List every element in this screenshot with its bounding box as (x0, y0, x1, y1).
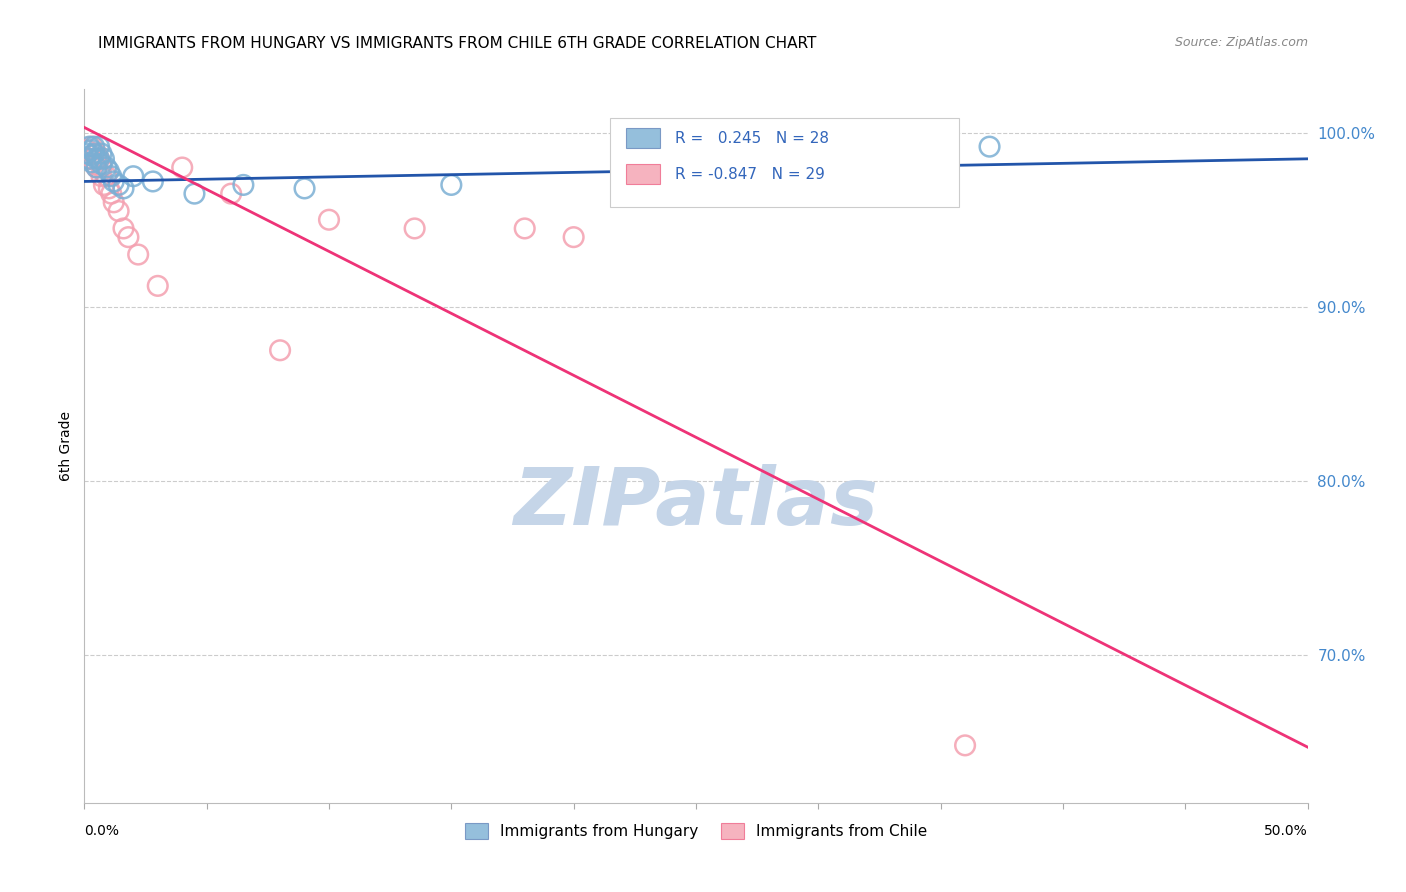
Point (107, 178, 129, 192)
Point (294, 181, 316, 195)
Point (562, 230, 585, 244)
FancyBboxPatch shape (626, 128, 661, 148)
Point (87, 152, 110, 166)
Text: 0.0%: 0.0% (84, 823, 120, 838)
Point (979, 139, 1001, 153)
Point (103, 195, 125, 210)
Point (103, 174, 125, 188)
Point (404, 221, 426, 235)
Y-axis label: 6th Grade: 6th Grade (59, 411, 73, 481)
Point (97, 164, 120, 178)
Point (76, 143, 98, 157)
Point (440, 178, 463, 192)
Point (90, 169, 112, 184)
Text: IMMIGRANTS FROM HUNGARY VS IMMIGRANTS FROM CHILE 6TH GRADE CORRELATION CHART: IMMIGRANTS FROM HUNGARY VS IMMIGRANTS FR… (98, 36, 817, 51)
Point (93, 178, 115, 192)
Point (513, 221, 536, 235)
Point (87, 152, 110, 166)
Point (318, 212, 340, 227)
Point (83, 146, 105, 161)
Point (172, 161, 194, 175)
Text: ZIPatlas: ZIPatlas (513, 464, 879, 542)
Point (107, 204, 129, 219)
Point (77, 152, 100, 166)
Point (90, 157, 112, 171)
Legend: Immigrants from Hungary, Immigrants from Chile: Immigrants from Hungary, Immigrants from… (458, 817, 934, 845)
Point (90, 146, 112, 161)
Point (77, 152, 100, 166)
Text: 50.0%: 50.0% (1264, 823, 1308, 838)
Point (100, 186, 122, 201)
Point (953, 739, 976, 753)
Point (122, 169, 145, 184)
Point (76, 146, 98, 161)
Point (219, 186, 242, 201)
Point (96, 169, 118, 184)
Point (86, 152, 108, 166)
Point (80, 143, 103, 157)
Point (93, 152, 115, 166)
Point (80, 148, 103, 162)
Point (86, 161, 108, 175)
Point (100, 169, 122, 184)
Point (80, 155, 103, 169)
Point (232, 178, 254, 192)
Point (117, 230, 139, 244)
Point (90, 161, 112, 175)
FancyBboxPatch shape (610, 118, 959, 207)
Point (97, 181, 120, 195)
Point (80, 139, 103, 153)
Point (112, 221, 135, 235)
Text: R = -0.847   N = 29: R = -0.847 N = 29 (675, 167, 825, 182)
Point (127, 247, 149, 261)
Point (77, 139, 100, 153)
Point (87, 139, 110, 153)
Point (96, 161, 118, 175)
Point (112, 181, 135, 195)
Point (80, 152, 103, 166)
Point (142, 174, 165, 188)
Point (83, 146, 105, 161)
Point (86, 146, 108, 161)
Point (83, 157, 105, 171)
FancyBboxPatch shape (626, 164, 661, 184)
Text: Source: ZipAtlas.com: Source: ZipAtlas.com (1174, 36, 1308, 49)
Point (146, 278, 169, 293)
Text: R =   0.245   N = 28: R = 0.245 N = 28 (675, 131, 830, 146)
Point (83, 139, 105, 153)
Point (269, 343, 291, 358)
Point (86, 161, 108, 175)
Point (183, 186, 205, 201)
